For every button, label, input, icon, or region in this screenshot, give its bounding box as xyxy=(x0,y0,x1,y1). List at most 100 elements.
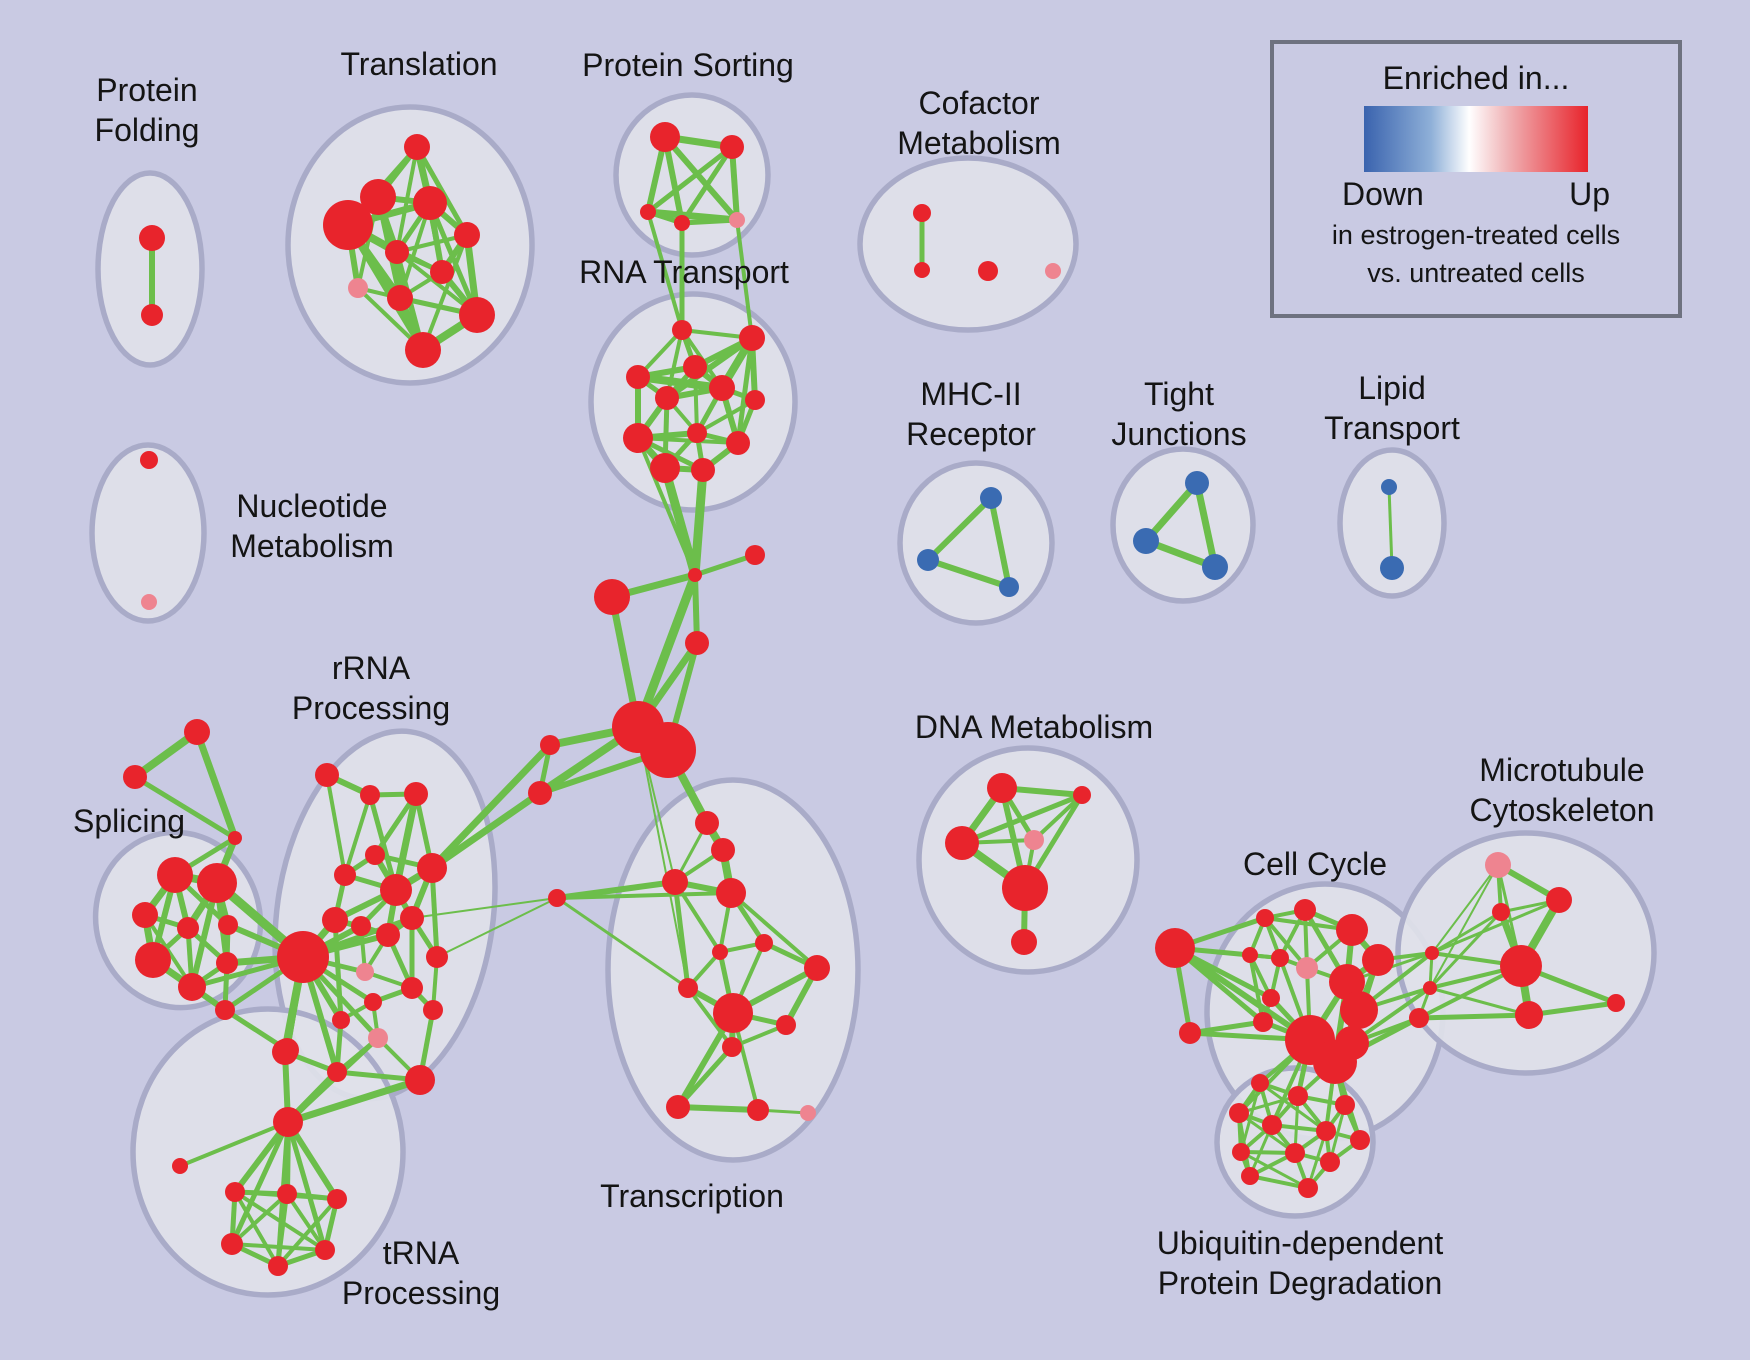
network-node xyxy=(1380,556,1404,580)
network-node xyxy=(1256,909,1274,927)
cluster-label-dna-metabolism: DNA Metabolism xyxy=(915,709,1153,745)
network-node xyxy=(401,977,423,999)
network-node xyxy=(709,375,735,401)
network-node xyxy=(1329,964,1365,1000)
network-node xyxy=(1313,1040,1357,1084)
network-edge xyxy=(1429,986,1530,1017)
network-edge xyxy=(1193,482,1219,568)
network-edge xyxy=(735,337,755,444)
network-node xyxy=(1381,479,1397,495)
network-node xyxy=(405,332,441,368)
network-node xyxy=(215,1000,235,1020)
network-edge xyxy=(430,790,542,871)
network-node xyxy=(650,122,680,152)
network-node xyxy=(405,1065,435,1095)
network-node xyxy=(720,135,744,159)
network-node xyxy=(672,320,692,340)
network-node xyxy=(1294,899,1316,921)
network-edge xyxy=(636,437,697,576)
network-node xyxy=(917,549,939,571)
network-node xyxy=(987,773,1017,803)
network-node xyxy=(1423,981,1437,995)
cluster-label-nucleotide: Metabolism xyxy=(230,528,394,564)
cluster-label-nucleotide: Nucleotide xyxy=(236,488,387,524)
network-node xyxy=(722,1037,742,1057)
network-edge xyxy=(690,469,708,576)
cluster-label-cofactor: Metabolism xyxy=(897,125,1061,161)
network-edge xyxy=(696,398,756,435)
network-node xyxy=(980,487,1002,509)
network-node xyxy=(1155,928,1195,968)
network-node xyxy=(695,811,719,835)
network-node xyxy=(655,386,679,410)
cluster-label-mhc-ii: MHC-II xyxy=(920,376,1021,412)
network-node xyxy=(755,934,773,952)
network-node xyxy=(776,1015,796,1035)
network-node xyxy=(623,423,653,453)
network-node xyxy=(368,1028,388,1048)
cluster-label-cofactor: Cofactor xyxy=(919,85,1040,121)
cluster-label-rrna-processing: rRNA xyxy=(332,650,411,686)
legend: Enriched in... Down Up in estrogen-treat… xyxy=(1270,40,1682,318)
network-node xyxy=(1288,1086,1308,1106)
cluster-label-ubiquitin: Ubiquitin-dependent xyxy=(1157,1225,1444,1261)
network-node xyxy=(1296,957,1318,979)
network-node xyxy=(1229,1103,1249,1123)
network-node xyxy=(666,1095,690,1119)
network-node xyxy=(197,863,237,903)
network-node xyxy=(417,853,447,883)
network-edge xyxy=(1189,1019,1264,1036)
network-edge xyxy=(285,1192,327,1252)
network-edge xyxy=(686,986,734,1049)
cluster-label-transcription: Transcription xyxy=(600,1178,784,1214)
network-node xyxy=(323,200,373,250)
network-node xyxy=(1340,991,1378,1029)
cluster-label-rna-transport: RNA Transport xyxy=(579,254,789,290)
network-edge xyxy=(961,792,1083,846)
network-node xyxy=(1316,1121,1336,1141)
network-edge xyxy=(229,1120,291,1246)
network-node xyxy=(739,325,765,351)
network-node xyxy=(1298,1178,1318,1198)
network-edge xyxy=(1428,910,1503,990)
network-node xyxy=(711,838,735,862)
network-edge xyxy=(1528,1000,1617,1018)
network-edge xyxy=(556,891,732,900)
network-node xyxy=(351,916,371,936)
network-node xyxy=(332,1011,350,1029)
network-edge xyxy=(660,466,700,577)
network-node xyxy=(800,1105,816,1121)
network-edge xyxy=(672,881,691,989)
network-edge xyxy=(676,1045,734,1109)
network-edge xyxy=(285,1121,328,1251)
cluster-label-mhc-ii: Receptor xyxy=(906,416,1036,452)
network-node xyxy=(322,907,348,933)
network-edge xyxy=(286,1076,422,1126)
cluster-ellipse-cofactor xyxy=(857,155,1079,333)
network-node xyxy=(1335,1095,1355,1115)
network-node xyxy=(218,915,238,935)
network-node xyxy=(364,993,382,1011)
network-node xyxy=(1485,852,1511,878)
network-node xyxy=(528,781,552,805)
network-node xyxy=(228,831,242,845)
network-edge xyxy=(633,573,700,729)
cluster-label-trna-processing: Processing xyxy=(342,1275,500,1311)
network-node xyxy=(945,826,979,860)
network-node xyxy=(804,955,830,981)
network-edge xyxy=(1429,864,1499,989)
network-node xyxy=(184,719,210,745)
cluster-label-lipid-transport: Transport xyxy=(1324,410,1460,446)
cluster-label-tight-junctions: Tight xyxy=(1144,376,1214,412)
network-node xyxy=(277,931,329,983)
network-node xyxy=(1336,914,1368,946)
cluster-label-lipid-transport: Lipid xyxy=(1358,370,1426,406)
network-node xyxy=(376,923,400,947)
cluster-label-protein-folding: Folding xyxy=(95,112,200,148)
network-node xyxy=(132,902,158,928)
cluster-ellipse-nucleotide xyxy=(89,442,207,624)
network-node xyxy=(650,453,680,483)
network-node xyxy=(678,978,698,998)
